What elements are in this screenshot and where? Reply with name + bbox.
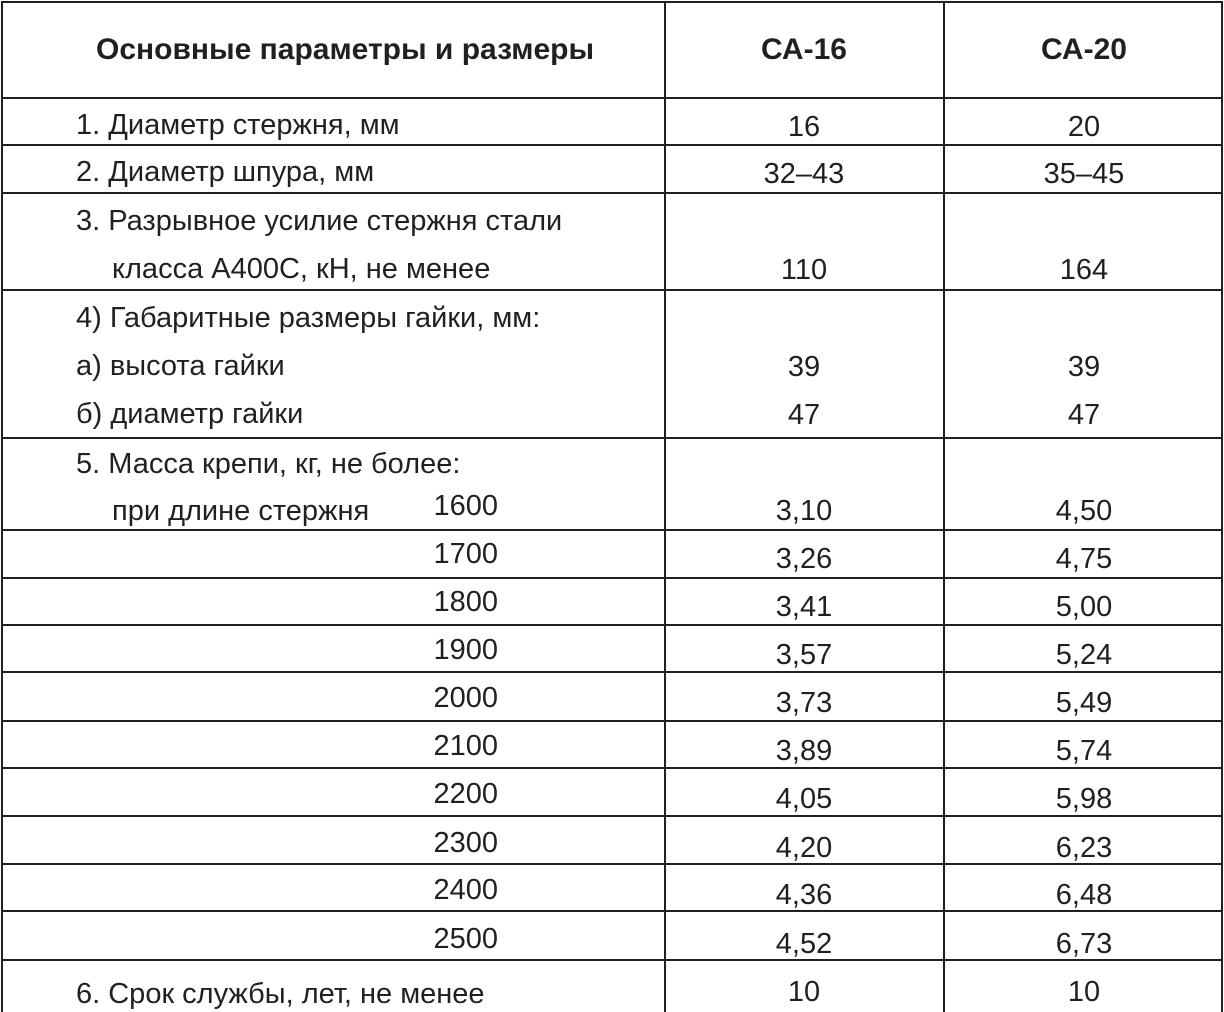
- column-divider-1: [664, 1, 666, 1012]
- row-label-nut-height: а) высота гайки: [76, 350, 285, 382]
- cell-value: 3,73: [775, 687, 833, 719]
- cell-value: 4,52: [775, 928, 833, 960]
- row-label-service-life: 6. Срок службы, лет, не менее: [76, 978, 485, 1010]
- table-border-left: [1, 1, 3, 1012]
- length-value: 1600: [433, 490, 498, 522]
- row-divider: [1, 144, 1223, 146]
- row-divider: [1, 529, 1223, 531]
- cell-value: 5,24: [1055, 639, 1113, 671]
- cell-value: 4,50: [1055, 495, 1113, 527]
- cell-value: 4,36: [775, 879, 833, 911]
- cell-value: 6,48: [1055, 879, 1113, 911]
- row-divider: [1, 577, 1223, 579]
- header-ca16: СА-16: [761, 33, 847, 66]
- cell-value: 35–45: [1043, 158, 1125, 190]
- length-value: 2400: [433, 874, 498, 906]
- cell-value: 3,57: [775, 639, 833, 671]
- cell-value: 164: [1059, 254, 1109, 286]
- cell-value: 16: [787, 111, 821, 143]
- row-divider: [1, 863, 1223, 865]
- cell-value: 6,23: [1055, 832, 1113, 864]
- length-value: 2300: [433, 827, 498, 859]
- cell-value: 5,74: [1055, 735, 1113, 767]
- length-value: 2200: [433, 778, 498, 810]
- cell-value: 5,00: [1055, 591, 1113, 623]
- row-label-mass: 5. Масса крепи, кг, не более:: [76, 448, 461, 480]
- row-divider: [1, 959, 1223, 961]
- cell-value: 5,49: [1055, 687, 1113, 719]
- row-divider: [1, 767, 1223, 769]
- cell-value: 10: [1067, 976, 1101, 1008]
- cell-value: 5,98: [1055, 783, 1113, 815]
- row-label-breaking-force-line1: 3. Разрывное усилие стержня стали: [76, 205, 563, 237]
- row-divider: [1, 624, 1223, 626]
- row-label-rod-diameter: 1. Диаметр стержня, мм: [76, 109, 400, 141]
- cell-value: 10: [787, 976, 821, 1008]
- row-label-hole-diameter: 2. Диаметр шпура, мм: [76, 156, 375, 188]
- cell-value: 47: [1067, 399, 1101, 431]
- row-label-breaking-force-line2: класса А400С, кН, не менее: [112, 253, 491, 285]
- row-divider: [1, 192, 1223, 194]
- header-divider: [1, 97, 1223, 99]
- row-label-nut-diameter: б) диаметр гайки: [76, 398, 304, 430]
- length-value: 1900: [433, 634, 498, 666]
- row-divider: [1, 437, 1223, 439]
- table-border-right: [1221, 1, 1223, 1012]
- cell-value: 3,10: [775, 495, 833, 527]
- header-ca20: СА-20: [1041, 33, 1127, 66]
- cell-value: 4,75: [1055, 543, 1113, 575]
- row-divider: [1, 720, 1223, 722]
- cell-value: 4,20: [775, 832, 833, 864]
- length-value: 1800: [433, 586, 498, 618]
- cell-value: 39: [787, 351, 821, 383]
- row-divider: [1, 910, 1223, 912]
- cell-value: 3,41: [775, 591, 833, 623]
- row-label-rod-length: при длине стержня: [112, 495, 370, 527]
- cell-value: 3,26: [775, 543, 833, 575]
- cell-value: 39: [1067, 351, 1101, 383]
- cell-value: 4,05: [775, 783, 833, 815]
- cell-value: 6,73: [1055, 928, 1113, 960]
- row-divider: [1, 289, 1223, 291]
- length-value: 1700: [433, 538, 498, 570]
- column-divider-2: [943, 1, 945, 1012]
- cell-value: 32–43: [763, 158, 845, 190]
- length-value: 2100: [433, 730, 498, 762]
- cell-value: 47: [787, 399, 821, 431]
- length-value: 2500: [433, 923, 498, 955]
- length-value: 2000: [433, 682, 498, 714]
- cell-value: 3,89: [775, 735, 833, 767]
- table-border-top: [1, 1, 1223, 3]
- row-label-nut-dimensions: 4) Габаритные размеры гайки, мм:: [76, 302, 541, 334]
- row-divider: [1, 815, 1223, 817]
- cell-value: 20: [1067, 111, 1101, 143]
- row-divider: [1, 671, 1223, 673]
- cell-value: 110: [780, 254, 828, 286]
- header-parameters: Основные параметры и размеры: [96, 33, 595, 66]
